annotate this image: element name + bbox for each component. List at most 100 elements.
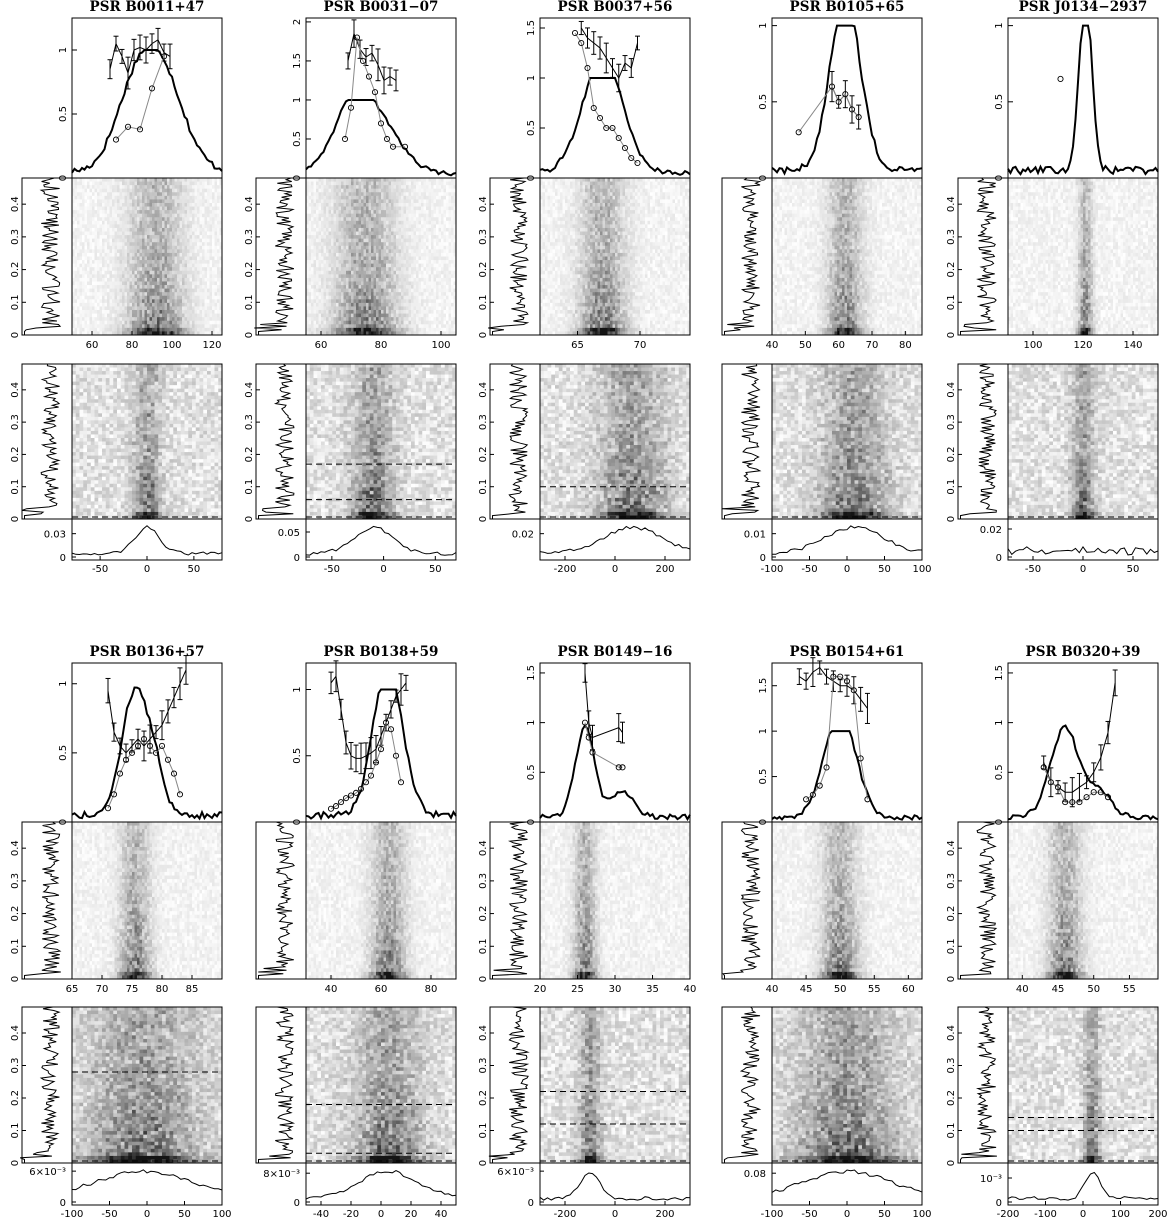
heatmap-cell bbox=[112, 281, 115, 285]
heatmap-cell bbox=[147, 214, 150, 218]
heatmap-cell bbox=[192, 314, 195, 318]
heatmap-cell bbox=[182, 246, 185, 250]
heatmap-cell bbox=[175, 210, 178, 214]
heatmap-cell bbox=[182, 285, 185, 289]
heatmap-cell bbox=[180, 321, 183, 325]
heatmap-cell bbox=[157, 289, 160, 293]
heatmap-cell bbox=[137, 264, 140, 268]
heatmap-cell bbox=[85, 274, 88, 278]
heatmap-cell bbox=[152, 292, 155, 296]
heatmap-cell bbox=[127, 196, 130, 200]
heatmap-cell bbox=[80, 389, 84, 393]
heatmap-cell bbox=[207, 364, 211, 368]
heatmap-cell bbox=[105, 185, 108, 189]
heatmap-cell bbox=[147, 368, 151, 372]
heatmap-cell bbox=[167, 260, 170, 264]
heatmap-cell bbox=[190, 224, 193, 228]
heatmap-cell bbox=[95, 199, 98, 203]
heatmap-cell bbox=[155, 203, 158, 207]
heatmap-cell bbox=[210, 267, 213, 271]
heatmap-cell bbox=[150, 246, 153, 250]
heatmap-cell bbox=[170, 178, 173, 182]
heatmap-cell bbox=[97, 182, 100, 186]
heatmap-cell bbox=[121, 368, 125, 372]
heatmap-cell bbox=[200, 185, 203, 189]
heatmap-cell bbox=[142, 228, 145, 232]
heatmap-cell bbox=[136, 399, 140, 403]
heatmap-cell bbox=[177, 385, 181, 389]
heatmap-cell bbox=[215, 249, 218, 253]
heatmap-cell bbox=[202, 310, 205, 314]
heatmap-cell bbox=[135, 267, 138, 271]
heatmap-cell bbox=[90, 267, 93, 271]
heatmap-cell bbox=[117, 364, 121, 368]
heatmap-cell bbox=[175, 321, 178, 325]
heatmap-cell bbox=[135, 217, 138, 221]
heatmap-cell bbox=[203, 364, 207, 368]
heatmap-cell bbox=[217, 296, 220, 300]
heatmap-cell bbox=[82, 196, 85, 200]
heatmap-cell bbox=[117, 382, 121, 386]
heatmap-cell bbox=[112, 217, 115, 221]
heatmap-cell bbox=[135, 207, 138, 211]
heatmap-cell bbox=[211, 392, 215, 396]
heatmap-cell bbox=[87, 192, 90, 196]
heatmap-cell bbox=[140, 328, 143, 332]
heatmap-cell bbox=[190, 285, 193, 289]
heatmap-cell bbox=[197, 207, 200, 211]
heatmap-cell bbox=[180, 281, 183, 285]
heatmap-cell bbox=[90, 207, 93, 211]
heatmap-cell bbox=[152, 185, 155, 189]
heatmap-cell bbox=[170, 303, 173, 307]
heatmap-cell bbox=[187, 321, 190, 325]
heatmap-cell bbox=[102, 278, 105, 282]
heatmap-cell bbox=[212, 271, 215, 275]
heatmap-cell bbox=[82, 299, 85, 303]
heatmap-cell bbox=[75, 299, 78, 303]
heatmap-cell bbox=[92, 203, 95, 207]
heatmap-cell bbox=[107, 189, 110, 193]
heatmap-cell bbox=[97, 185, 100, 189]
heatmap-cell bbox=[172, 324, 175, 328]
heatmap-cell bbox=[215, 214, 218, 218]
heatmap-cell bbox=[137, 228, 140, 232]
heatmap-cell bbox=[147, 385, 151, 389]
heatmap-cell bbox=[121, 389, 125, 393]
heatmap-cell bbox=[130, 324, 133, 328]
heatmap-cell bbox=[207, 274, 210, 278]
heatmap-cell bbox=[142, 199, 145, 203]
heatmap-cell bbox=[196, 371, 200, 375]
heatmap-cell bbox=[155, 375, 159, 379]
heatmap-cell bbox=[130, 232, 133, 236]
heatmap-cell bbox=[185, 328, 188, 332]
heatmap-cell bbox=[185, 314, 188, 318]
heatmap-cell bbox=[190, 274, 193, 278]
heatmap-cell bbox=[100, 306, 103, 310]
heatmap-cell bbox=[217, 306, 220, 310]
heatmap-cell bbox=[173, 396, 177, 400]
heatmap-cell bbox=[192, 185, 195, 189]
heatmap-cell bbox=[165, 299, 168, 303]
heatmap-cell bbox=[125, 392, 129, 396]
heatmap-cell bbox=[210, 292, 213, 296]
heatmap-cell bbox=[190, 232, 193, 236]
heatmap-cell bbox=[82, 314, 85, 318]
heatmap-cell bbox=[187, 306, 190, 310]
heatmap-cell bbox=[170, 321, 173, 325]
heatmap-cell bbox=[211, 396, 215, 400]
heatmap-cell bbox=[177, 389, 181, 393]
heatmap-cell bbox=[200, 178, 203, 182]
heatmap-cell bbox=[215, 278, 218, 282]
heatmap-cell bbox=[110, 378, 114, 382]
heatmap-cell bbox=[125, 221, 128, 225]
heatmap-cell bbox=[167, 178, 170, 182]
heatmap-cell bbox=[196, 385, 200, 389]
heatmap-cell bbox=[107, 199, 110, 203]
heatmap-cell bbox=[80, 299, 83, 303]
heatmap-cell bbox=[150, 317, 153, 321]
heatmap-cell bbox=[140, 281, 143, 285]
heatmap-cell bbox=[100, 260, 103, 264]
heatmap-cell bbox=[155, 396, 159, 400]
heatmap-cell bbox=[177, 368, 181, 372]
heatmap-cell bbox=[187, 185, 190, 189]
